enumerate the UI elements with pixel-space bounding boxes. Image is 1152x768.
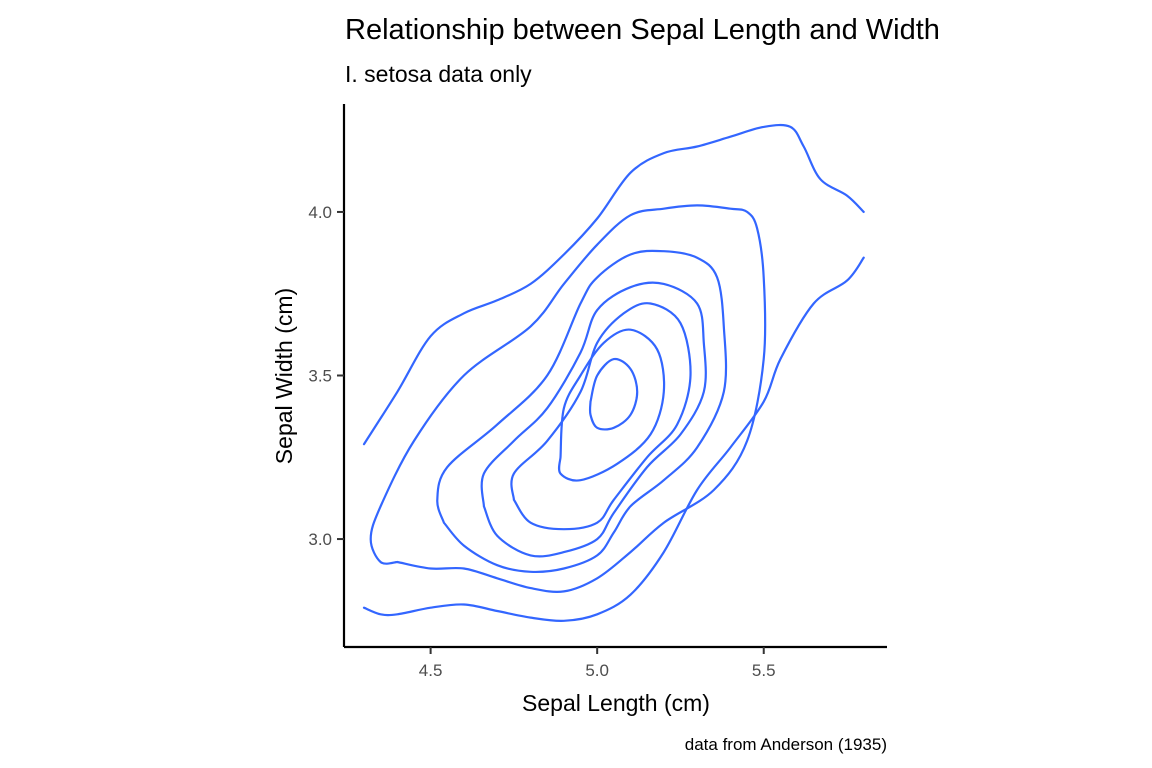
contour-line-level-1-seg-1 (362, 123, 865, 446)
x-tick-label: 5.5 (752, 661, 776, 680)
contour-layer (362, 123, 865, 623)
y-axis-ticks: 3.0 3.5 4.0 (308, 203, 344, 549)
contour-line-level-4-seg-1 (480, 281, 707, 558)
chart-caption: data from Anderson (1935) (685, 735, 887, 754)
y-tick-label: 4.0 (308, 203, 332, 222)
x-tick-label: 4.5 (419, 661, 443, 680)
x-axis-ticks: 4.5 5.0 5.5 (419, 647, 776, 680)
y-axis-label: Sepal Width (cm) (271, 288, 297, 464)
contour-line-level-3-seg-1 (436, 249, 728, 574)
contour-line-level-6-seg-1 (557, 328, 666, 482)
x-axis-label: Sepal Length (cm) (522, 690, 710, 716)
chart-subtitle: I. setosa data only (345, 61, 532, 87)
y-tick-label: 3.0 (308, 530, 332, 549)
chart-title: Relationship between Sepal Length and Wi… (345, 14, 940, 46)
contour-line-level-1-seg-2 (362, 256, 865, 623)
x-tick-label: 5.0 (585, 661, 609, 680)
y-tick-label: 3.5 (308, 367, 332, 386)
contour-line-level-5-seg-1 (510, 302, 692, 531)
contour-line-level-7-seg-1 (588, 357, 639, 431)
contour-line-level-2-seg-1 (369, 204, 767, 593)
